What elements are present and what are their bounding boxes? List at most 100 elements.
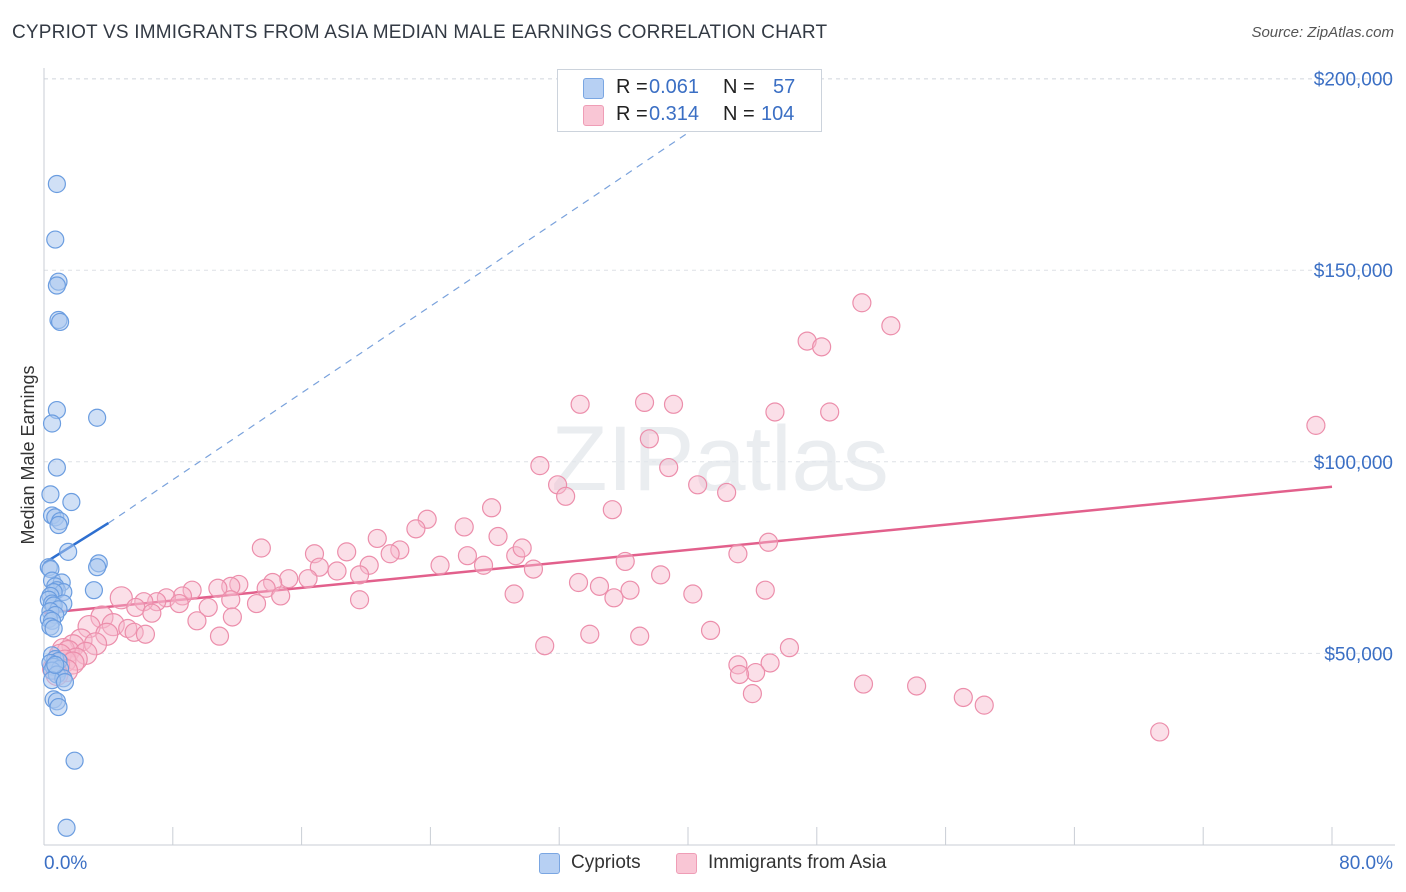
cypriot-point bbox=[49, 515, 68, 535]
asia-point bbox=[506, 546, 526, 566]
asia-point bbox=[126, 597, 146, 618]
asia-point bbox=[651, 565, 671, 585]
asia-point bbox=[729, 664, 750, 685]
asia-point bbox=[688, 475, 708, 495]
asia-point bbox=[728, 544, 748, 564]
bottom-legend-label: Cypriots bbox=[571, 852, 641, 873]
asia-point bbox=[109, 586, 133, 610]
asia-point bbox=[454, 517, 474, 537]
cypriot-point bbox=[55, 673, 75, 692]
asia-point bbox=[251, 538, 271, 558]
legend-swatch-blue bbox=[583, 78, 604, 99]
chart-title: CYPRIOT VS IMMIGRANTS FROM ASIA MEDIAN M… bbox=[12, 22, 828, 43]
cypriot-point bbox=[88, 408, 107, 427]
asia-point bbox=[659, 457, 679, 478]
asia-point bbox=[208, 578, 228, 598]
asia-point bbox=[298, 569, 318, 589]
cypriot-point bbox=[57, 818, 76, 837]
asia-point bbox=[717, 482, 737, 503]
cypriot-points bbox=[39, 174, 108, 837]
asia-point bbox=[198, 597, 218, 618]
asia-point bbox=[556, 486, 576, 506]
cypriot-point bbox=[47, 276, 66, 295]
legend-r-label: R = bbox=[616, 76, 648, 98]
asia-point bbox=[349, 565, 370, 585]
asia-point bbox=[279, 569, 299, 589]
asia-point bbox=[604, 588, 624, 608]
asia-point bbox=[135, 624, 156, 644]
cypriot-point bbox=[59, 542, 78, 561]
asia-point bbox=[568, 572, 589, 593]
cypriot-point bbox=[65, 751, 84, 770]
asia-point bbox=[222, 607, 242, 627]
asia-point bbox=[473, 555, 494, 575]
asia-point bbox=[779, 638, 800, 658]
x-tick-label-min: 0.0% bbox=[44, 853, 87, 874]
asia-point bbox=[634, 392, 655, 413]
legend-r-value: 0.314 bbox=[649, 103, 700, 125]
asia-point bbox=[83, 632, 108, 656]
asia-point bbox=[907, 676, 927, 696]
legend-r-label: R = bbox=[616, 103, 648, 125]
asia-point bbox=[758, 532, 779, 552]
source-label: Source: ZipAtlas.com bbox=[1251, 24, 1394, 41]
asia-point bbox=[142, 603, 162, 623]
y-tick-label: $200,000 bbox=[1314, 70, 1393, 91]
cypriot-point bbox=[50, 312, 70, 332]
cypriot-point bbox=[46, 655, 65, 674]
asia-point bbox=[488, 526, 508, 547]
asia-point bbox=[390, 540, 410, 560]
legend-n-value: 104 bbox=[761, 103, 795, 125]
bottom-legend-label: Immigrants from Asia bbox=[708, 852, 887, 873]
asia-point bbox=[523, 559, 544, 579]
y-axis-label: Median Male Earnings bbox=[18, 365, 38, 544]
asia-point bbox=[327, 561, 347, 581]
asia-point bbox=[765, 402, 785, 422]
asia-point bbox=[406, 519, 426, 539]
trend-lines bbox=[43, 78, 1333, 615]
asia-point bbox=[760, 653, 780, 673]
tick-labels: $50,000 $100,000 $150,000 $200,000 0.0% 80.0% bbox=[44, 70, 1393, 874]
asia-point bbox=[570, 394, 590, 414]
asia-point bbox=[380, 544, 400, 564]
asia-point bbox=[1150, 722, 1170, 742]
watermark: ZIPatlas bbox=[551, 408, 888, 510]
cypriot-point bbox=[62, 492, 81, 512]
grid-lines bbox=[44, 78, 1395, 654]
asia-point bbox=[504, 584, 524, 604]
asia-point bbox=[90, 605, 114, 629]
asia-point bbox=[820, 402, 840, 422]
asia-point bbox=[683, 584, 703, 604]
asia-point bbox=[271, 586, 291, 606]
asia-point bbox=[209, 626, 230, 646]
asia-point bbox=[728, 655, 748, 675]
asia-point bbox=[615, 551, 635, 572]
asia-point bbox=[169, 593, 189, 614]
asia-point bbox=[481, 498, 502, 518]
cypriot-point bbox=[42, 414, 62, 433]
asia-point bbox=[639, 429, 659, 449]
cypriot-point bbox=[47, 458, 66, 477]
asia-point bbox=[663, 394, 684, 414]
asia-point bbox=[755, 580, 775, 600]
asia-point bbox=[512, 538, 532, 558]
cypriot-point bbox=[46, 230, 65, 249]
asia-point bbox=[589, 576, 610, 596]
cypriot-point bbox=[88, 558, 107, 577]
asia-point bbox=[535, 636, 555, 656]
asia-point bbox=[630, 626, 650, 646]
bottom-swatch-blue bbox=[539, 853, 560, 874]
asia-point bbox=[700, 620, 721, 641]
cypriot-point bbox=[49, 697, 68, 717]
legend-n-value: 57 bbox=[773, 76, 796, 98]
legend-n-label: N = bbox=[723, 103, 755, 125]
asia-point bbox=[229, 574, 249, 595]
cypriot-point bbox=[41, 485, 60, 504]
asia-point bbox=[530, 456, 550, 476]
asia-point bbox=[430, 555, 450, 575]
asia-point bbox=[457, 546, 478, 566]
asia-point bbox=[797, 331, 817, 351]
correlation-legend: R = 0.061 N = 57 R = 0.314 N = 104 bbox=[557, 69, 822, 132]
cypriot-trend-line bbox=[43, 522, 110, 565]
